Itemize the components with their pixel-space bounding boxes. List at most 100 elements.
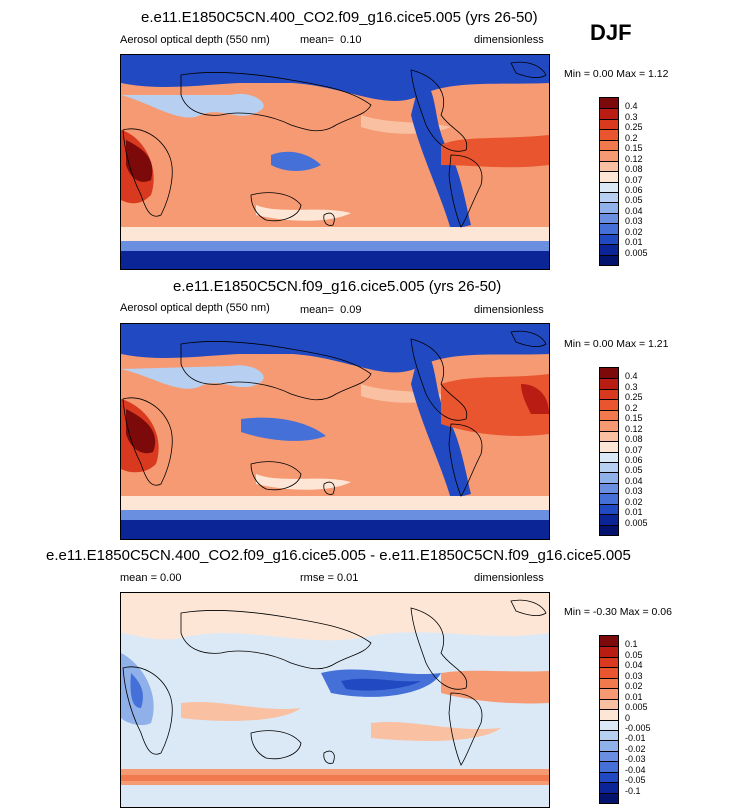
panel2-units: dimensionless [474, 304, 544, 316]
panel3-colorbar [599, 635, 619, 804]
colorbar-cell [600, 709, 618, 720]
colorbar-cell [600, 254, 618, 265]
colorbar-tick-label: 0.06 [625, 454, 643, 465]
colorbar-tick-label: 0.005 [625, 247, 648, 258]
colorbar-tick-label: 0.005 [625, 517, 648, 528]
colorbar-cell [600, 636, 618, 647]
colorbar-cell [600, 688, 618, 699]
colorbar-tick-label: 0.25 [625, 122, 643, 133]
colorbar-tick-label: 0.08 [625, 164, 643, 175]
colorbar-cell [600, 493, 618, 504]
panel1-mean-label: mean= [300, 34, 334, 46]
colorbar-cell [600, 108, 618, 119]
panel3-title: e.e11.E1850C5CN.400_CO2.f09_g16.cice5.00… [46, 547, 631, 564]
colorbar-cell [600, 118, 618, 130]
panel2-mean-value: 0.09 [340, 304, 362, 316]
colorbar-tick-label: -0.03 [625, 754, 646, 765]
colorbar-cell [600, 368, 618, 379]
colorbar-cell [600, 150, 618, 161]
colorbar-tick-label: 0.3 [625, 381, 638, 392]
panel2-variable: Aerosol optical depth (550 nm) [120, 302, 270, 314]
panel2-map-svg [121, 324, 549, 539]
colorbar-cell [600, 761, 618, 772]
colorbar-cell [600, 441, 618, 452]
colorbar-tick-label: 0.25 [625, 392, 643, 403]
panel1-colorbar [599, 97, 619, 266]
colorbar-tick-label: 0.07 [625, 444, 643, 455]
colorbar-cell [600, 656, 618, 668]
panel2-colorbar [599, 367, 619, 536]
panel1-mean: mean= 0.10 [300, 34, 362, 46]
colorbar-tick-label: 0.04 [625, 475, 643, 486]
colorbar-cell [600, 129, 618, 140]
panel3-map-svg [121, 593, 549, 807]
colorbar-cell [600, 420, 618, 431]
colorbar-cell [600, 719, 618, 730]
colorbar-cell [600, 461, 618, 473]
colorbar-tick-label: 0.03 [625, 216, 643, 227]
colorbar-tick-label: -0.05 [625, 775, 646, 786]
colorbar-tick-label: 0.07 [625, 174, 643, 185]
colorbar-tick-label: 0.02 [625, 496, 643, 507]
colorbar-tick-label: 0.04 [625, 205, 643, 216]
colorbar-cell [600, 667, 618, 678]
panel3-units: dimensionless [474, 572, 544, 584]
colorbar-cell [600, 677, 618, 689]
panel2-title: e.e11.E1850C5CN.f09_g16.cice5.005 (yrs 2… [173, 278, 502, 295]
panel1-minmax: Min = 0.00 Max = 1.12 [564, 68, 669, 80]
colorbar-cell [600, 451, 618, 462]
colorbar-tick-label: -0.01 [625, 733, 646, 744]
colorbar-tick-label: 0.2 [625, 402, 638, 413]
panel3-mean: mean = 0.00 [120, 572, 182, 584]
colorbar-tick-label: 0.01 [625, 237, 643, 248]
panel2-minmax: Min = 0.00 Max = 1.21 [564, 338, 669, 350]
colorbar-cell [600, 223, 618, 234]
colorbar-cell [600, 750, 618, 762]
colorbar-cell [600, 482, 618, 494]
colorbar-tick-label: -0.1 [625, 785, 641, 796]
colorbar-cell [600, 202, 618, 213]
panel1-variable: Aerosol optical depth (550 nm) [120, 34, 270, 46]
colorbar-tick-label: 0.05 [625, 465, 643, 476]
colorbar-cell [600, 472, 618, 483]
colorbar-cell [600, 378, 618, 389]
colorbar-tick-label: 0.05 [625, 195, 643, 206]
colorbar-tick-label: 0.03 [625, 670, 643, 681]
colorbar-cell [600, 212, 618, 224]
colorbar-tick-label: 0.06 [625, 184, 643, 195]
colorbar-cell [600, 503, 618, 515]
colorbar-cell [600, 698, 618, 710]
colorbar-cell [600, 740, 618, 751]
colorbar-tick-label: -0.02 [625, 743, 646, 754]
colorbar-tick-label: 0.4 [625, 101, 638, 112]
panel2-map [120, 323, 550, 540]
panel3-rmse: rmse = 0.01 [300, 572, 359, 584]
colorbar-cell [600, 399, 618, 410]
colorbar-cell [600, 181, 618, 192]
colorbar-tick-label: 0.04 [625, 660, 643, 671]
colorbar-cell [600, 729, 618, 741]
colorbar-tick-label: 0.05 [625, 649, 643, 660]
colorbar-cell [600, 792, 618, 803]
colorbar-tick-label: 0.02 [625, 681, 643, 692]
colorbar-tick-label: 0.03 [625, 486, 643, 497]
colorbar-tick-label: 0.4 [625, 371, 638, 382]
colorbar-tick-label: 0.005 [625, 702, 648, 713]
colorbar-cell [600, 191, 618, 203]
colorbar-cell [600, 171, 618, 182]
colorbar-tick-label: 0.02 [625, 226, 643, 237]
season-label: DJF [590, 20, 632, 45]
colorbar-cell [600, 514, 618, 525]
colorbar-tick-label: -0.04 [625, 764, 646, 775]
colorbar-tick-label: 0.08 [625, 434, 643, 445]
colorbar-tick-label: 0.12 [625, 153, 643, 164]
panel1-map [120, 54, 550, 270]
colorbar-cell [600, 233, 618, 245]
colorbar-tick-label: 0.15 [625, 143, 643, 154]
colorbar-tick-label: 0.01 [625, 507, 643, 518]
colorbar-cell [600, 98, 618, 109]
panel1-units: dimensionless [474, 34, 544, 46]
colorbar-cell [600, 160, 618, 172]
colorbar-tick-label: 0.2 [625, 132, 638, 143]
colorbar-tick-label: 0.3 [625, 111, 638, 122]
